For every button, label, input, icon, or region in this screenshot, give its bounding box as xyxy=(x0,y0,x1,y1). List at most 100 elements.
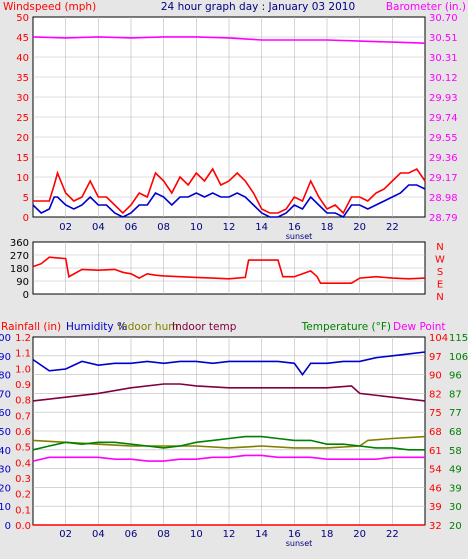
wind-direction-tick-label: 360 xyxy=(10,238,29,249)
dew-point-line xyxy=(32,454,425,462)
wind-direction-line xyxy=(32,256,426,284)
temperature-tick-label: 39 xyxy=(429,502,442,513)
temperature-tick-label: 46 xyxy=(429,483,442,494)
rainfall-tick-label: 0.4 xyxy=(15,458,31,469)
temperature-tick-label: 87 xyxy=(449,389,462,400)
panel2-gridlines xyxy=(33,242,425,294)
indoor-temp-axis-label: Indoor temp xyxy=(172,321,237,333)
humidity-axis-label: Humidity % xyxy=(66,321,127,333)
panel1-title: 24 hour graph day : January 03 2010 xyxy=(161,1,355,13)
x-tick-label: 14 xyxy=(255,222,268,233)
barometer-axis-label: Barometer (in.) xyxy=(386,1,466,13)
windspeed-tick-label: 35 xyxy=(16,73,29,84)
windspeed-tick-label: 0 xyxy=(23,213,29,224)
humidity-tick-label: 50 xyxy=(0,427,11,438)
humidity-tick-label: 10 xyxy=(0,502,11,513)
x-tick-label: 16 xyxy=(288,222,301,233)
wind-direction-tick-label: 270 xyxy=(10,251,29,262)
temperature-tick-label: 106 xyxy=(449,352,468,363)
x-tick-label: 04 xyxy=(92,529,105,540)
wind-direction-tick-label: 180 xyxy=(10,264,29,275)
rainfall-tick-label: 0.8 xyxy=(15,396,31,407)
temperature-tick-label: 97 xyxy=(429,352,442,363)
rainfall-tick-label: 1.1 xyxy=(15,349,31,360)
compass-label: N xyxy=(436,242,443,253)
barometer-tick-labels: 28.79 28.98 29.17 29.36 29.55 29.74 29.93 30.12… xyxy=(429,13,458,224)
windspeed-tick-label: 40 xyxy=(16,53,29,64)
temperature-axis-label: Temperature (°F) xyxy=(301,321,391,333)
x-tick-label: 10 xyxy=(190,529,203,540)
temperature-f-line xyxy=(32,435,425,451)
barometer-tick-label: 28.98 xyxy=(429,193,458,204)
x-tick-label: 12 xyxy=(223,222,236,233)
x-tick-label: 16 xyxy=(288,529,301,540)
temperature-tick-label: 58 xyxy=(449,446,462,457)
humidity-tick-label: 60 xyxy=(0,408,11,419)
indoor-temp-line xyxy=(32,383,426,402)
humidity-tick-label: 30 xyxy=(0,465,11,476)
temperature-tick-label: 20 xyxy=(449,521,462,532)
windspeed-tick-labels: 0 5 10 15 20 25 30 35 40 45 50 xyxy=(16,13,29,224)
rainfall-tick-label: 0.2 xyxy=(15,490,31,501)
humidity-tick-labels: 0 10 20 30 40 50 60 70 80 90 100 xyxy=(0,333,11,532)
barometer-tick-label: 29.74 xyxy=(429,113,458,124)
barometer-tick-label: 29.93 xyxy=(429,93,458,104)
x-tick-label: 10 xyxy=(190,222,203,233)
windspeed-tick-label: 10 xyxy=(16,173,29,184)
temperature-tick-label: 96 xyxy=(449,371,462,382)
rainfall-tick-label: 1.0 xyxy=(15,364,31,375)
x-tick-label: 18 xyxy=(321,529,334,540)
barometer-tick-label: 30.12 xyxy=(429,73,458,84)
panel1-series xyxy=(32,36,426,219)
windspeed-tick-label: 30 xyxy=(16,93,29,104)
panel1-x-tick-labels: 02 04 06 08 10 12 14 16 18 20 22 xyxy=(59,222,398,233)
x-tick-label: 20 xyxy=(353,222,366,233)
indoor-hum-axis-label: Indoor hum xyxy=(118,321,178,333)
panel1-sunset-label: sunset xyxy=(286,232,313,241)
windspeed-tick-label: 20 xyxy=(16,133,29,144)
x-tick-label: 12 xyxy=(223,529,236,540)
barometer-tick-label: 30.70 xyxy=(429,13,458,24)
compass-label: S xyxy=(437,267,443,278)
temperature-tick-label: 90 xyxy=(429,371,442,382)
rainfall-tick-label: 0.1 xyxy=(15,505,31,516)
barometer-tick-label: 28.79 xyxy=(429,213,458,224)
temperature-tick-label: 61 xyxy=(429,446,442,457)
barometer-tick-label: 30.31 xyxy=(429,53,458,64)
panel2-series xyxy=(32,256,426,284)
temperature-tick-labels-a: 32 39 46 54 61 68 75 82 90 97 104 xyxy=(429,333,448,532)
temperature-tick-label: 68 xyxy=(449,427,462,438)
wind-gust-line xyxy=(33,167,426,215)
humidity-tick-label: 20 xyxy=(0,483,11,494)
humidity-tick-label: 40 xyxy=(0,446,11,457)
humidity-tick-label: 100 xyxy=(0,333,11,344)
panel3-series xyxy=(32,351,426,526)
compass-label: E xyxy=(437,280,443,291)
windspeed-tick-label: 15 xyxy=(16,153,29,164)
x-tick-label: 22 xyxy=(386,529,399,540)
temperature-tick-label: 104 xyxy=(429,333,448,344)
panel3-sunset-label: sunset xyxy=(286,539,313,548)
wind-direction-degree-labels: 0 90 180 270 360 xyxy=(10,238,29,301)
humidity-tick-label: 0 xyxy=(5,521,11,532)
barometer-tick-label: 29.55 xyxy=(429,133,458,144)
rainfall-tick-label: 0.0 xyxy=(15,521,31,532)
panel3-x-tick-labels: 02 04 06 08 10 12 14 16 18 20 22 xyxy=(59,529,398,540)
x-tick-label: 20 xyxy=(353,529,366,540)
temperature-tick-label: 75 xyxy=(429,408,442,419)
humidity-tick-label: 90 xyxy=(0,352,11,363)
rainfall-tick-label: 0.3 xyxy=(15,474,31,485)
dew-point-axis-label: Dew Point xyxy=(393,321,446,333)
x-tick-label: 18 xyxy=(321,222,334,233)
barometer-line xyxy=(32,36,426,44)
humidity-line xyxy=(32,351,426,376)
x-tick-label: 06 xyxy=(125,222,138,233)
temperature-tick-label: 32 xyxy=(429,521,442,532)
windspeed-tick-label: 5 xyxy=(23,193,29,204)
windspeed-tick-label: 45 xyxy=(16,33,29,44)
temperature-tick-label: 30 xyxy=(449,502,462,513)
x-tick-label: 02 xyxy=(59,529,72,540)
windspeed-tick-label: 50 xyxy=(16,13,29,24)
rainfall-axis-label: Rainfall (in) xyxy=(1,321,61,333)
